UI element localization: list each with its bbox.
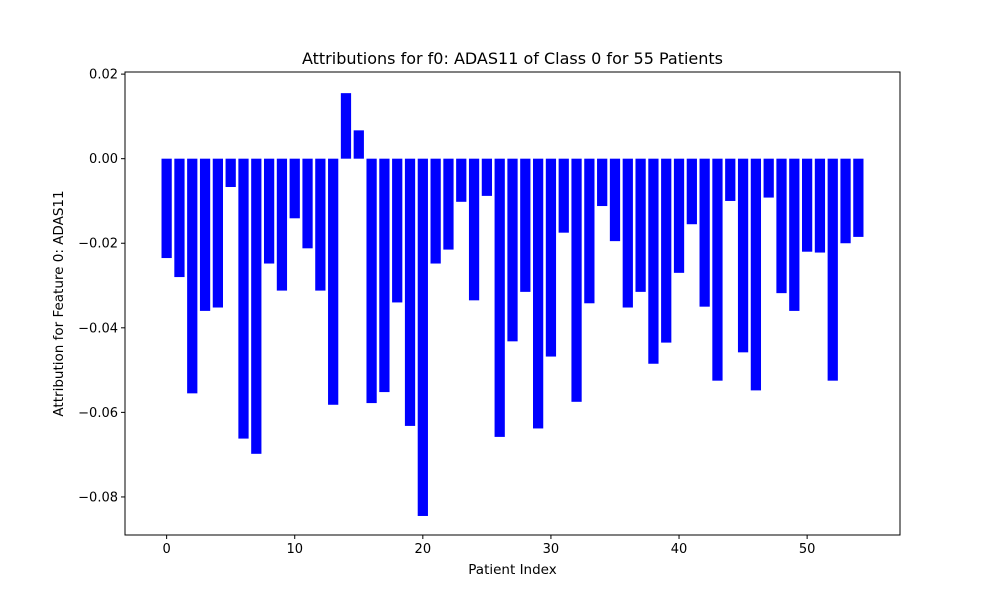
- bar-patient-9: [276, 158, 288, 291]
- bar-patient-36: [622, 158, 633, 308]
- x-axis-label: Patient Index: [468, 562, 556, 578]
- bar-patient-31: [558, 158, 569, 233]
- bar-patient-18: [392, 158, 403, 303]
- bar-patient-30: [545, 158, 557, 357]
- bar-patient-14: [340, 93, 352, 159]
- bar-patient-26: [494, 158, 505, 437]
- bar-patient-21: [430, 158, 441, 264]
- bar-patient-50: [802, 158, 813, 252]
- bar-patient-40: [673, 158, 685, 273]
- bar-patient-0: [161, 158, 172, 259]
- bar-patient-32: [571, 158, 582, 402]
- bar-patient-54: [853, 158, 864, 237]
- y-tick-label: 0.02: [89, 68, 118, 83]
- bar-patient-5: [225, 158, 236, 188]
- y-axis-label: Attribution for Feature 0: ADAS11: [51, 190, 67, 416]
- bar-patient-27: [507, 158, 518, 342]
- bar-patient-13: [328, 158, 339, 405]
- bar-patient-24: [468, 158, 480, 301]
- bar-patient-7: [251, 158, 262, 454]
- bar-patient-6: [238, 158, 249, 439]
- bar-patient-10: [289, 158, 300, 219]
- bar-patient-39: [661, 158, 672, 343]
- bar-patient-2: [187, 158, 198, 394]
- bar-patient-1: [174, 158, 185, 278]
- bar-patient-17: [379, 158, 390, 393]
- y-tick-label: −0.02: [78, 237, 118, 252]
- bar-patient-47: [763, 158, 774, 198]
- bar-patient-43: [712, 158, 723, 381]
- bar-patient-35: [609, 158, 621, 242]
- x-tick-label: 20: [415, 542, 432, 557]
- bar-patient-34: [597, 158, 608, 207]
- bar-patient-3: [199, 158, 211, 311]
- bar-patient-38: [648, 158, 659, 364]
- bar-patient-12: [315, 158, 326, 291]
- x-tick-label: 50: [799, 542, 816, 557]
- y-tick-label: −0.04: [78, 321, 118, 336]
- bar-patient-25: [481, 158, 493, 196]
- x-tick-label: 40: [671, 542, 688, 557]
- plot-area-frame: [124, 71, 901, 536]
- bar-patient-48: [776, 158, 787, 294]
- bar-patient-46: [750, 158, 762, 391]
- bar-patient-11: [302, 158, 313, 249]
- bar-patient-49: [789, 158, 800, 311]
- bar-patient-4: [212, 158, 223, 308]
- x-tick-label: 0: [162, 542, 170, 557]
- x-axis-ticks: 0 10 20 30 40 50: [162, 535, 815, 557]
- bar-patient-42: [699, 158, 710, 307]
- y-tick-label: −0.06: [78, 406, 118, 421]
- chart-title: Attributions for f0: ADAS11 of Class 0 f…: [302, 49, 723, 68]
- bars-layer: [161, 93, 864, 516]
- bar-patient-33: [584, 158, 595, 304]
- bar-patient-23: [456, 158, 467, 202]
- bar-patient-37: [635, 158, 646, 292]
- bar-patient-29: [533, 158, 544, 429]
- bar-patient-45: [737, 158, 749, 353]
- bar-patient-41: [686, 158, 697, 225]
- bar-patient-8: [263, 158, 275, 264]
- bar-patient-20: [417, 158, 428, 516]
- y-axis-ticks: −0.08 −0.06 −0.04 −0.02 0.00 0.02: [78, 68, 125, 505]
- bar-patient-51: [814, 158, 826, 253]
- y-tick-label: −0.08: [78, 490, 118, 505]
- bar-patient-53: [840, 158, 851, 244]
- y-tick-label: 0.00: [89, 152, 118, 167]
- bar-patient-19: [404, 158, 416, 426]
- bar-patient-44: [725, 158, 736, 201]
- bar-patient-28: [520, 158, 531, 292]
- bar-patient-22: [443, 158, 454, 250]
- x-tick-label: 10: [286, 542, 303, 557]
- bar-patient-16: [366, 158, 377, 404]
- bar-patient-15: [353, 130, 364, 159]
- x-tick-label: 30: [543, 542, 560, 557]
- bar-patient-52: [827, 158, 838, 381]
